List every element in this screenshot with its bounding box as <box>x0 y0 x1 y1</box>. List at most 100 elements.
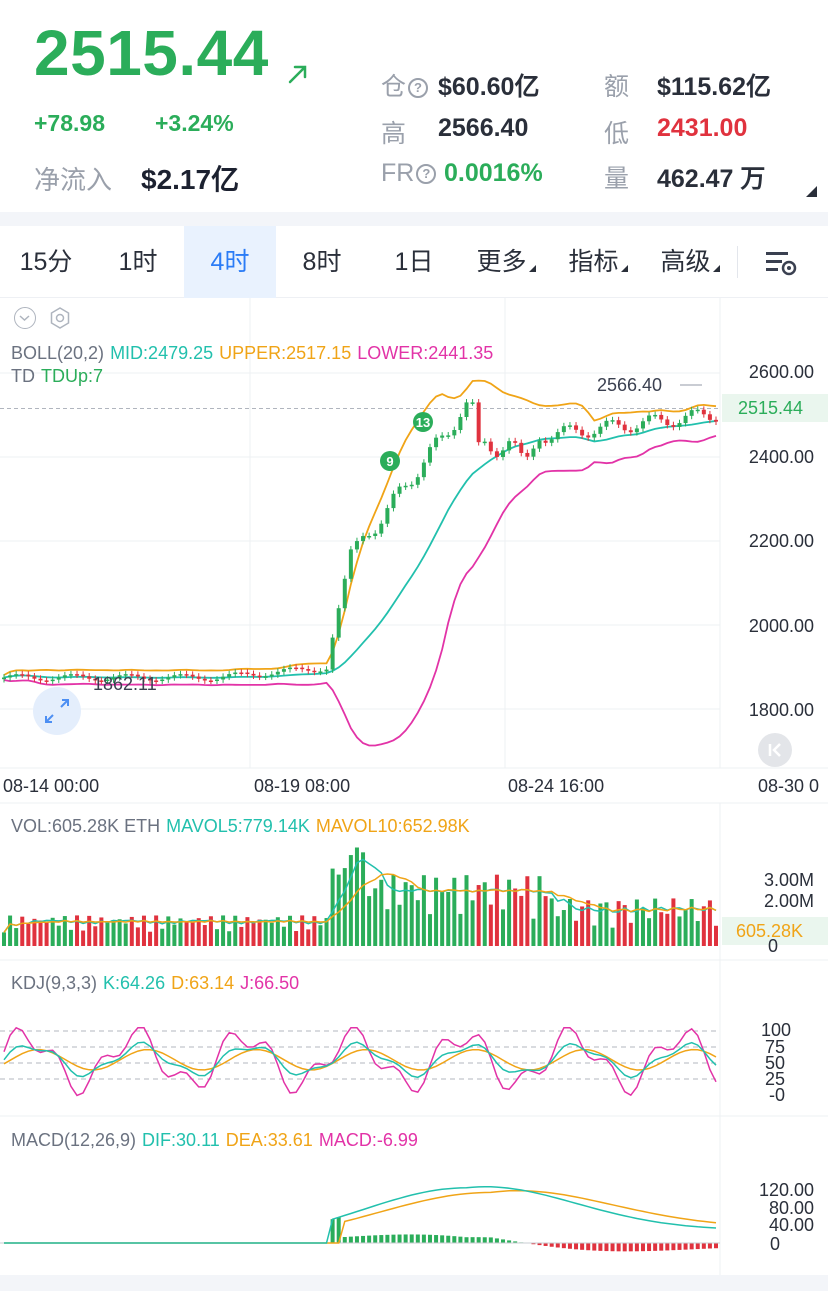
tab-1d[interactable]: 1日 <box>368 226 460 298</box>
candle-body <box>519 442 524 453</box>
macd-histogram-bar <box>616 1243 621 1252</box>
tab-label: 高级 <box>660 248 711 276</box>
candle-body <box>549 439 554 443</box>
candle-body <box>135 674 140 677</box>
candle-body <box>543 440 548 443</box>
candle-body <box>665 419 670 426</box>
candle-body <box>178 674 183 676</box>
volume-bar <box>129 916 134 946</box>
candle-body <box>56 677 61 680</box>
macd-legend: MACD(12,26,9) DIF:30.11 DEA:33.61 MACD:-6.9… <box>11 1130 424 1151</box>
kline-chart-canvas[interactable]: 9 13 <box>0 298 828 1291</box>
candle-body <box>628 430 633 433</box>
macd-histogram-bar <box>567 1243 572 1249</box>
td-marker <box>380 451 400 471</box>
candle-body <box>470 402 475 404</box>
macd-histogram-bar <box>628 1243 633 1252</box>
macd-histogram-bar <box>695 1243 700 1250</box>
candle-body <box>379 523 384 534</box>
volume-bar <box>647 918 652 946</box>
tab-advanced[interactable]: 高级 <box>644 226 736 298</box>
volume-bar <box>196 918 201 946</box>
volume-bar <box>81 930 86 946</box>
vol-mavol10: MAVOL10:652.98K <box>315 816 470 836</box>
scroll-to-latest-button[interactable] <box>758 733 792 767</box>
chart-area[interactable]: 9 13 BOLL(20,2) MID:2479.25 UPPER:2517.15 LO… <box>0 298 828 1291</box>
macd-histogram-bar <box>677 1243 682 1250</box>
macd-histogram-bar <box>586 1243 591 1251</box>
funding-rate-help-icon[interactable]: ? <box>416 164 437 184</box>
volume-bar <box>610 927 615 946</box>
candle-body <box>281 669 286 672</box>
macd-histogram-bar <box>446 1235 451 1243</box>
tab-1h[interactable]: 1时 <box>92 226 184 298</box>
candle-body <box>20 674 25 676</box>
candle-body <box>701 409 706 415</box>
mavol10-line <box>3 873 717 933</box>
candle-body <box>434 437 439 448</box>
volume-bar <box>373 888 378 946</box>
volume-bar <box>330 868 335 946</box>
price-tick: 2600.00 <box>748 362 814 382</box>
tab-8h[interactable]: 8时 <box>276 226 368 298</box>
collapse-indicators-icon[interactable] <box>14 307 36 329</box>
low-value: 2431.00 <box>657 114 748 142</box>
macd-histogram-bar <box>336 1217 341 1243</box>
candle-body <box>214 679 219 681</box>
volume-bar <box>379 879 384 946</box>
kdj-name: KDJ(9,3,3) <box>11 973 98 993</box>
indicator-settings-icon[interactable] <box>48 306 72 330</box>
volume-bar <box>141 915 146 946</box>
candle-body <box>689 410 694 416</box>
jump-to-start-icon <box>768 743 781 757</box>
volume-bar <box>105 922 110 946</box>
macd-histogram-bar <box>391 1234 396 1243</box>
candle-body <box>440 435 445 438</box>
candle-body <box>586 435 591 438</box>
tab-indicators[interactable]: 指标 <box>552 226 644 298</box>
volume-bar <box>689 899 694 946</box>
volume-bar <box>403 882 408 946</box>
volume-bar <box>452 877 457 946</box>
tab-15m[interactable]: 15分 <box>0 226 92 298</box>
last-price-tag: 2515.44 <box>722 394 828 422</box>
volume-bar <box>93 926 98 946</box>
fullscreen-button[interactable] <box>33 687 81 735</box>
candle-body <box>300 667 305 670</box>
last-price: 2515.44 <box>34 17 269 89</box>
volume-bar <box>677 916 682 946</box>
trend-up-arrow-icon <box>288 65 307 84</box>
candle-body <box>415 477 420 485</box>
macd-histogram-bar <box>640 1243 645 1252</box>
candle-body <box>640 421 645 429</box>
chart-settings-icon[interactable] <box>764 248 798 278</box>
macd-histogram-bar <box>604 1243 609 1252</box>
candle-body <box>403 485 408 488</box>
tab-more[interactable]: 更多 <box>460 226 552 298</box>
volume-bar <box>123 923 128 946</box>
volume-bar <box>659 912 664 946</box>
macd-histogram-bar <box>598 1243 603 1251</box>
volume-bar <box>312 916 317 946</box>
boll-mid-line <box>3 420 717 679</box>
turnover-label: 额 <box>604 73 630 101</box>
volume-bar <box>628 922 633 946</box>
candle-body <box>647 415 652 422</box>
candle-body <box>598 426 603 434</box>
volume-bar <box>519 895 524 946</box>
high-label: 高 <box>381 120 407 148</box>
candle-body <box>2 677 6 680</box>
macd-histogram-bar <box>707 1243 712 1249</box>
volume-bar <box>592 925 597 946</box>
position-help-icon[interactable]: ? <box>408 78 429 98</box>
expand-stats-icon[interactable] <box>806 186 817 197</box>
macd-histogram-bar <box>409 1234 414 1243</box>
candle-body <box>324 669 329 672</box>
tab-4h[interactable]: 4时 <box>184 226 276 298</box>
tab-label: 1时 <box>118 248 158 276</box>
candle-body <box>123 674 128 676</box>
volume-bar <box>470 900 475 946</box>
volume-bar <box>440 892 445 946</box>
macd-histogram-bar <box>561 1243 566 1249</box>
macd-histogram-bar <box>701 1243 706 1249</box>
